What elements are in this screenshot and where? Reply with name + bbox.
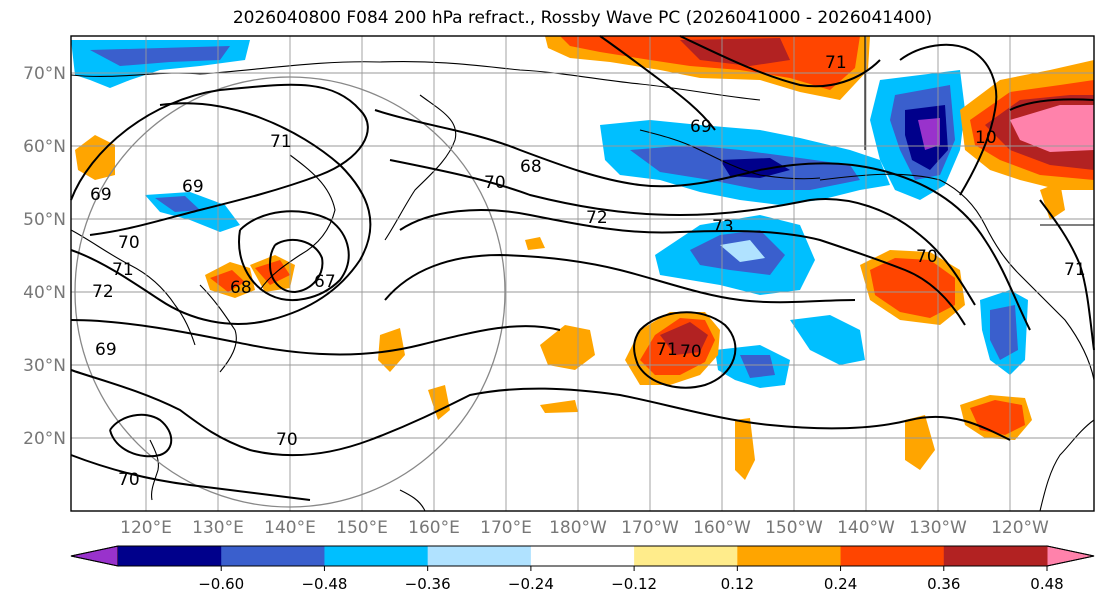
- contour-label: 70: [118, 233, 140, 253]
- contour-label: 67: [314, 272, 336, 292]
- colorbar-tick-label: −0.24: [508, 575, 554, 593]
- colorbar-segment: [840, 546, 945, 566]
- range-circle: [74, 76, 506, 508]
- lat-label: 20°N: [23, 429, 66, 449]
- contour-label: 70: [118, 470, 140, 490]
- contour-label: 70: [680, 342, 702, 362]
- contour-label: 71: [656, 340, 678, 360]
- colorbar-segment: [737, 546, 842, 566]
- shaded-anomalies: [71, 36, 1094, 480]
- gridlines: [71, 36, 1094, 511]
- lon-label: 140°W: [837, 518, 895, 538]
- contour-label: 73: [712, 217, 734, 237]
- longitude-labels: 120°E 130°E 140°E 150°E 160°E 170°E 180°…: [120, 518, 1049, 538]
- lon-label: 140°E: [264, 518, 316, 538]
- lon-label: 120°E: [120, 518, 172, 538]
- contour-label: 10: [975, 128, 997, 148]
- lon-label: 130°E: [192, 518, 244, 538]
- lon-label: 170°W: [621, 518, 679, 538]
- map-frame: [70, 35, 1095, 512]
- contour-label: 70: [276, 430, 298, 450]
- contour-label: 68: [230, 278, 252, 298]
- lon-label: 130°W: [909, 518, 967, 538]
- contour-label: 71: [825, 53, 847, 73]
- lon-label: 160°W: [693, 518, 751, 538]
- lon-label: 160°E: [408, 518, 460, 538]
- colorbar-tick-label: −0.48: [301, 575, 347, 593]
- colorbar-segment: [221, 546, 325, 566]
- lat-label: 50°N: [23, 210, 66, 230]
- colorbar-segment: [530, 546, 635, 566]
- colorbar: −0.60 −0.48 −0.36 −0.24 −0.12 0.12 0.24 0.36 0.4…: [70, 545, 1095, 593]
- contour-label: 69: [95, 340, 117, 360]
- colorbar-tick-label: 0.24: [824, 575, 857, 593]
- contour-label: 70: [916, 247, 938, 267]
- lon-label: 150°W: [765, 518, 823, 538]
- latitude-labels: 70°N 60°N 50°N 40°N 30°N 20°N: [23, 64, 66, 449]
- colorbar-segment: [324, 546, 429, 566]
- contour-label: 70: [484, 173, 506, 193]
- lat-label: 60°N: [23, 137, 66, 157]
- map-title: 2026040800 F084 200 hPa refract., Rossby…: [232, 8, 933, 28]
- colorbar-low-extend: [70, 545, 119, 567]
- lon-label: 120°W: [991, 518, 1049, 538]
- contour-label: 72: [586, 208, 608, 228]
- colorbar-segment: [943, 546, 1048, 566]
- contour-lines: [70, 35, 1095, 501]
- colorbar-tick-label: 0.12: [721, 575, 754, 593]
- lon-label: 170°E: [480, 518, 532, 538]
- contour-labels: 71 69 68 70 72 73 67 68 71 72 69 70 71 7…: [90, 53, 1086, 490]
- contour-label: 69: [182, 177, 204, 197]
- colorbar-segment: [634, 546, 738, 566]
- colorbar-tick-label: −0.12: [611, 575, 657, 593]
- colorbar-tick-label: −0.60: [198, 575, 244, 593]
- lon-label: 180°W: [549, 518, 607, 538]
- lat-label: 70°N: [23, 64, 66, 84]
- contour-label: 71: [1064, 260, 1086, 280]
- contour-label: 69: [690, 117, 712, 137]
- colorbar-segment: [427, 546, 532, 566]
- colorbar-outline: [70, 545, 1095, 567]
- lat-label: 40°N: [23, 283, 66, 303]
- contour-label: 71: [270, 132, 292, 152]
- contour-label: 72: [92, 282, 114, 302]
- contour-label: 69: [90, 185, 112, 205]
- colorbar-tick-label: 0.48: [1030, 575, 1063, 593]
- colorbar-tick-label: −0.36: [405, 575, 451, 593]
- colorbar-high-extend: [1046, 545, 1095, 567]
- contour-label: 71: [112, 260, 134, 280]
- colorbar-segment: [118, 546, 222, 566]
- contour-label: 68: [520, 157, 542, 177]
- lon-label: 150°E: [336, 518, 388, 538]
- colorbar-tick-label: 0.36: [927, 575, 960, 593]
- lat-label: 30°N: [23, 356, 66, 376]
